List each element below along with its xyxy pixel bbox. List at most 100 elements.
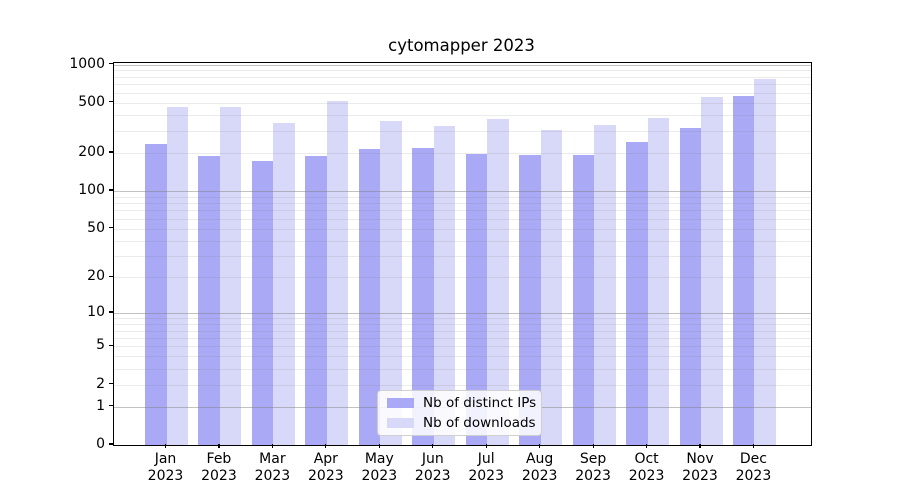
legend-label-distinct-ips: Nb of distinct IPs: [423, 395, 537, 411]
x-tick-mark: [699, 444, 701, 448]
gridline-minor: [114, 368, 811, 370]
x-tick-label: Nov 2023: [668, 451, 732, 485]
gridline-minor: [114, 196, 811, 198]
gridline-minor: [114, 153, 811, 155]
bar-downloads-jun: [433, 125, 456, 445]
legend: Nb of distinct IPs Nb of downloads: [377, 390, 542, 436]
x-tick-label: Apr 2023: [294, 451, 358, 485]
y-tick-mark: [109, 405, 113, 407]
x-tick-label: May 2023: [347, 451, 411, 485]
bar-downloads-aug: [540, 130, 563, 445]
y-tick-label: 200: [78, 144, 105, 161]
bar-downloads-dec: [754, 78, 776, 445]
plot-area: [113, 62, 812, 446]
bar-downloads-sep: [594, 124, 616, 445]
x-tick-label: Mar 2023: [240, 451, 304, 485]
x-tick-mark: [271, 444, 273, 448]
bar-distinct-ips-may: [358, 149, 381, 445]
x-tick-label: Feb 2023: [187, 451, 251, 485]
y-tick-label: 5: [96, 337, 105, 354]
y-tick-mark: [109, 151, 113, 153]
gridline-minor: [114, 84, 811, 86]
bar-distinct-ips-jul: [465, 153, 488, 445]
gridline-major: [114, 190, 811, 192]
bar-distinct-ips-apr: [305, 156, 327, 445]
x-tick-label: Sep 2023: [561, 451, 625, 485]
x-tick-year: 2023: [254, 468, 291, 484]
legend-swatch-distinct-ips: [387, 398, 414, 408]
gridline-minor: [114, 255, 811, 257]
y-tick-mark: [109, 101, 113, 103]
bar-distinct-ips-jan: [145, 144, 167, 445]
bar-distinct-ips-oct: [626, 141, 648, 445]
y-tick-label: 100: [78, 181, 105, 198]
y-tick-label: 1: [96, 397, 105, 414]
bar-downloads-nov: [701, 97, 723, 445]
bar-distinct-ips-feb: [198, 156, 220, 445]
x-tick-mark: [752, 444, 755, 448]
y-tick-label: 10: [87, 303, 105, 320]
bar-distinct-ips-sep: [572, 155, 595, 445]
x-tick-year: 2023: [575, 468, 611, 484]
gridline-minor: [114, 337, 811, 339]
x-tick-mark: [592, 444, 594, 448]
gridline-minor: [114, 92, 811, 94]
bar-downloads-mar: [273, 122, 295, 445]
x-tick-label: Aug 2023: [508, 451, 572, 485]
legend-swatch-downloads: [387, 418, 414, 428]
y-tick-label: 2: [96, 375, 105, 392]
chart-title: cytomapper 2023: [388, 36, 535, 55]
x-tick-mark: [485, 444, 487, 448]
x-tick-mark: [218, 444, 220, 448]
gridline-minor: [114, 318, 811, 320]
x-tick-year: 2023: [147, 468, 184, 484]
bar-distinct-ips-jun: [412, 148, 434, 445]
bar-downloads-apr: [326, 101, 349, 445]
x-tick-mark: [164, 444, 167, 448]
gridline-minor: [114, 210, 811, 212]
gridline-minor: [114, 240, 811, 242]
y-tick-mark: [109, 344, 113, 346]
bar-distinct-ips-mar: [251, 160, 274, 445]
gridline-minor: [114, 70, 811, 72]
gridline-minor: [114, 277, 811, 279]
y-tick-label: 50: [87, 219, 105, 236]
gridline-minor: [114, 115, 811, 117]
bar-downloads-feb: [219, 106, 242, 445]
legend-item-downloads: Nb of downloads: [387, 415, 541, 431]
gridline-minor: [114, 330, 811, 332]
bar-distinct-ips-dec: [732, 96, 755, 445]
gridline-minor: [114, 228, 811, 230]
x-tick-label: Jun 2023: [401, 451, 465, 485]
bar-distinct-ips-aug: [519, 155, 541, 445]
x-tick-mark: [645, 444, 648, 448]
gridline-minor: [114, 356, 811, 358]
bar-downloads-jul: [487, 119, 509, 445]
bar-downloads-oct: [647, 117, 670, 445]
bar-downloads-may: [380, 120, 402, 445]
y-tick-mark: [109, 226, 113, 229]
gridline-major: [114, 64, 811, 66]
y-tick-label: 20: [87, 268, 105, 285]
x-tick-label: Jul 2023: [454, 451, 518, 485]
x-tick-year: 2023: [308, 468, 344, 484]
x-tick-year: 2023: [414, 468, 451, 484]
gridline-minor: [114, 324, 811, 326]
y-tick-mark: [109, 189, 113, 191]
x-tick-year: 2023: [682, 468, 718, 484]
y-tick-mark: [109, 63, 113, 65]
gridline-minor: [114, 218, 811, 220]
x-tick-year: 2023: [468, 468, 504, 484]
gridline-minor: [114, 203, 811, 205]
x-tick-mark: [378, 444, 380, 448]
x-tick-label: Oct 2023: [615, 451, 679, 485]
x-tick-year: 2023: [361, 468, 398, 484]
x-tick-year: 2023: [735, 468, 772, 484]
x-tick-year: 2023: [201, 468, 237, 484]
x-tick-mark: [539, 444, 541, 448]
x-tick-year: 2023: [521, 468, 558, 484]
gridline-minor: [114, 130, 811, 132]
legend-item-distinct-ips: Nb of distinct IPs: [387, 395, 541, 411]
x-tick-label: Jan 2023: [134, 451, 198, 485]
